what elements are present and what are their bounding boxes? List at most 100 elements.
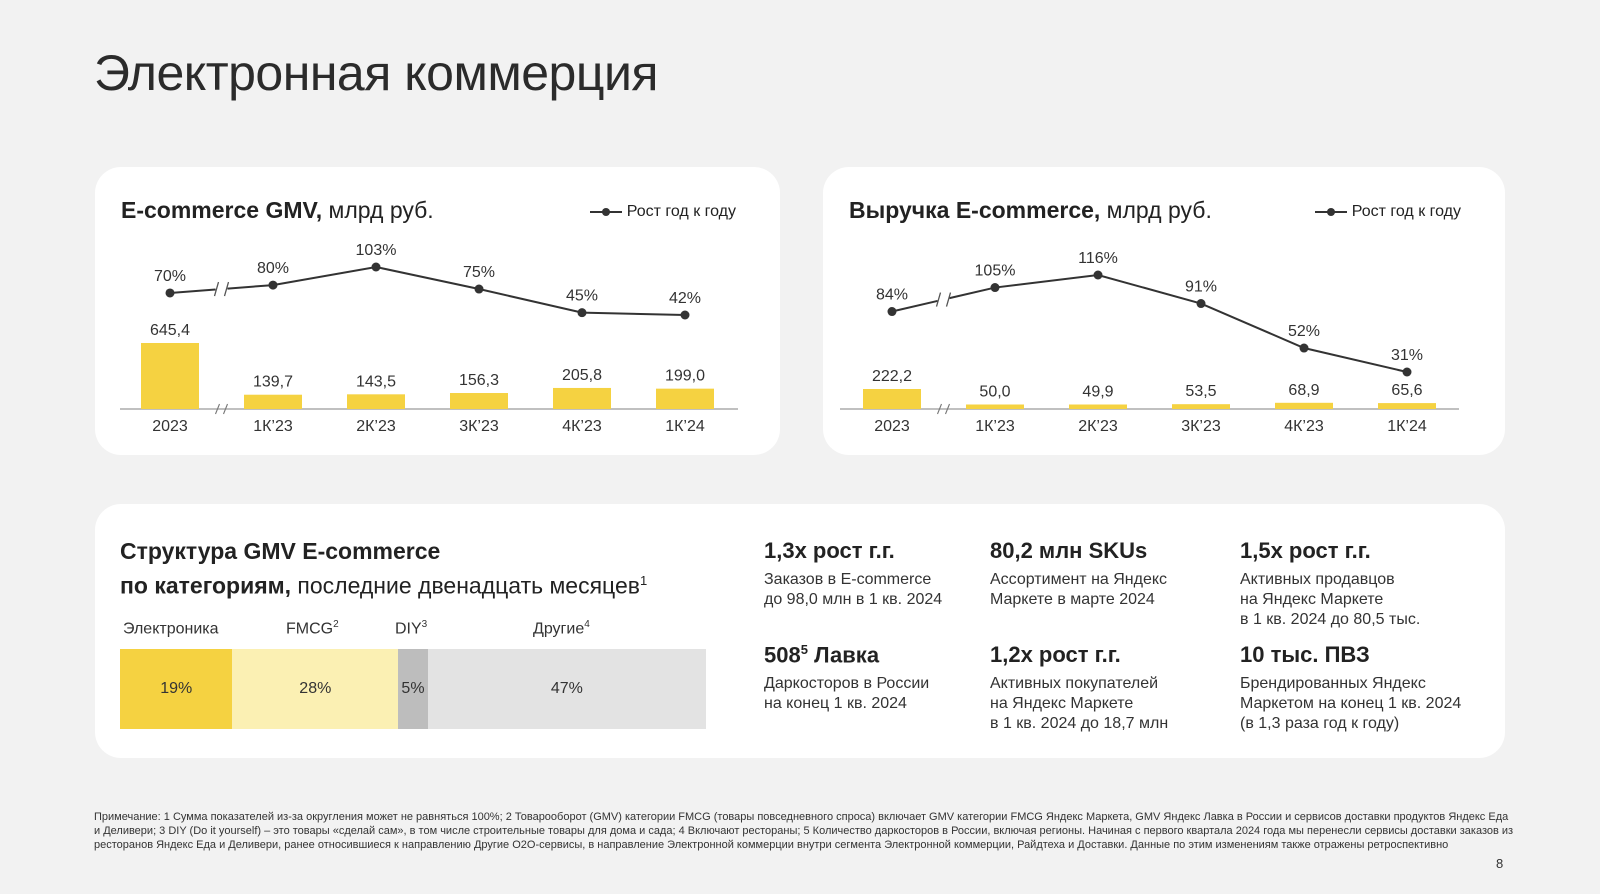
growth-label: 103% xyxy=(356,242,397,259)
bar xyxy=(1378,403,1436,409)
x-tick-label: 4К’23 xyxy=(562,418,602,435)
metric-headline-text: 1,5x рост г.г. xyxy=(1240,538,1371,563)
metric-sellers-growth: 1,5x рост г.г. Активных продавцов на Янде… xyxy=(1240,538,1490,630)
bar xyxy=(966,404,1024,409)
x-tick-label: 2К’23 xyxy=(356,418,396,435)
category-label-text: Другие xyxy=(533,620,585,638)
bar xyxy=(1069,404,1127,409)
growth-point xyxy=(887,307,897,317)
x-tick-label: 2К’23 xyxy=(1078,418,1118,435)
stack-segment-diy: 5% xyxy=(398,649,428,729)
metric-orders-growth: 1,3x рост г.г. Заказов в E-commerce до 98… xyxy=(764,538,994,610)
metric-headline: 1,3x рост г.г. xyxy=(764,538,994,564)
metric-line: Активных покупателей xyxy=(990,675,1159,692)
gmv-chart-title: E-commerce GMV, млрд руб. xyxy=(121,197,434,224)
growth-label: 80% xyxy=(257,260,289,277)
structure-title-line2-rest: последние двенадцать месяцев xyxy=(291,572,640,599)
metric-line: на Яндекс Маркете xyxy=(990,695,1134,712)
legend-line-marker-icon xyxy=(589,208,622,216)
bar-value-label: 143,5 xyxy=(356,373,396,390)
legend-line-marker-icon xyxy=(1314,208,1347,216)
bar-value-label: 645,4 xyxy=(150,322,190,339)
category-label-sup: 2 xyxy=(333,619,339,630)
growth-point xyxy=(990,283,1000,293)
x-tick-label: 1К’23 xyxy=(253,418,293,435)
page-title: Электронная коммерция xyxy=(94,45,658,101)
metric-headline: 80,2 млн SKUs xyxy=(990,538,1220,564)
gmv-chart: 645,4 2023 139,7 1К’23 143,5 2К’23 156,3 3К’23 2… xyxy=(120,242,738,435)
growth-point xyxy=(1402,367,1412,377)
bar xyxy=(450,393,508,409)
x-tick-label: 4К’23 xyxy=(1284,418,1324,435)
metric-line: в 1 кв. 2024 до 18,7 млн xyxy=(990,715,1169,732)
growth-point xyxy=(474,284,484,294)
metric-headline: 5085 Лавка xyxy=(764,642,994,668)
growth-line xyxy=(227,265,686,316)
bar xyxy=(1275,402,1333,409)
metric-line: Активных продавцов xyxy=(1240,571,1395,588)
metric-headline-text: 1,2x рост г.г. xyxy=(990,642,1121,667)
x-tick-label: 2023 xyxy=(874,418,910,435)
metric-line: до 98,0 млн в 1 кв. 2024 xyxy=(764,591,943,608)
bar-value-label: 139,7 xyxy=(253,374,293,391)
bar xyxy=(863,389,921,409)
structure-title-line2-bold: по категориям, xyxy=(120,572,292,599)
growth-line-segment xyxy=(169,288,216,294)
category-label-electronics: Электроника xyxy=(123,619,219,638)
category-label-other: Другие4 xyxy=(533,619,590,638)
footnote: Примечание: 1 Сумма показателей из-за ок… xyxy=(94,811,1514,851)
metric-headline-text: 80,2 млн SKUs xyxy=(990,538,1148,563)
x-tick-label: 1К’24 xyxy=(1387,418,1427,435)
bar-value-label: 199,0 xyxy=(665,368,705,385)
category-label-text: DIY xyxy=(395,620,422,638)
stack-segment-электроника: 19% xyxy=(120,649,233,729)
growth-point xyxy=(165,288,175,298)
metric-headline: 10 тыс. ПВЗ xyxy=(1240,642,1490,668)
growth-label: 84% xyxy=(876,287,908,304)
metric-headline-text: 10 тыс. ПВЗ xyxy=(1240,642,1370,667)
x-tick-label: 3К’23 xyxy=(1181,418,1221,435)
metric-description: Брендированных Яндекс Маркетом на конец 1… xyxy=(1240,674,1490,734)
category-label-fmcg: FMCG2 xyxy=(286,619,339,638)
metric-headline: 1,5x рост г.г. xyxy=(1240,538,1490,564)
growth-label: 75% xyxy=(463,264,495,281)
category-label-text: FMCG xyxy=(286,620,334,638)
metric-line: в 1 кв. 2024 до 80,5 тыс. xyxy=(1240,611,1421,628)
growth-line-segment xyxy=(891,299,938,313)
growth-line xyxy=(949,273,1408,373)
metric-description: Ассортимент на Яндекс Маркете в марте 202… xyxy=(990,570,1220,610)
bar-value-label: 156,3 xyxy=(459,372,499,389)
metric-headline-sup: 5 xyxy=(800,642,808,657)
metric-line: Даркосторов в России xyxy=(764,675,930,693)
metric-headline-rest: Лавка xyxy=(807,642,880,668)
x-tick-label: 1К’23 xyxy=(975,418,1015,435)
bar xyxy=(141,343,199,409)
growth-point xyxy=(268,280,278,290)
revenue-chart-card: Выручка E-commerce, млрд руб. Рост год к… xyxy=(823,167,1505,455)
metric-line: Ассортимент на Яндекс xyxy=(990,571,1168,588)
bar-value-label: 205,8 xyxy=(562,367,602,384)
metric-description: Даркосторов в России на конец 1 кв. 2024 xyxy=(764,674,994,714)
bar-value-label: 50,0 xyxy=(979,383,1010,400)
structure-card: Структура GMV E-commerce по категориям, … xyxy=(95,504,1505,758)
category-structure-bar: 19% 28% 5% 47% xyxy=(120,649,706,729)
gmv-legend-label: Рост год к году xyxy=(626,203,736,220)
stack-segment-fmcg: 28% xyxy=(232,649,399,729)
revenue-chart: 222,2 2023 50,0 1К’23 49,9 2К’23 53,5 3К’23 68,9… xyxy=(840,250,1459,435)
growth-point xyxy=(1196,299,1206,309)
growth-point xyxy=(371,262,381,272)
category-label-diy: DIY3 xyxy=(395,619,427,638)
revenue-chart-title-unit: млрд руб. xyxy=(1100,197,1212,223)
x-tick-label: 3К’23 xyxy=(459,418,499,435)
bar xyxy=(244,394,302,409)
revenue-chart-title: Выручка E-commerce, млрд руб. xyxy=(849,197,1212,224)
bar xyxy=(347,394,405,409)
revenue-chart-title-bold: Выручка E-commerce, xyxy=(849,197,1101,223)
bar-value-label: 68,9 xyxy=(1288,382,1319,399)
metric-pickup-points: 10 тыс. ПВЗ Брендированных Яндекс Маркето… xyxy=(1240,642,1490,734)
x-tick-label: 2023 xyxy=(152,418,188,435)
growth-point xyxy=(1093,270,1103,280)
metric-description: Заказов в E-commerce до 98,0 млн в 1 кв. … xyxy=(764,570,994,610)
metric-description: Активных покупателей на Яндекс Маркете в 1… xyxy=(990,674,1220,734)
bar-value-label: 222,2 xyxy=(872,368,912,385)
